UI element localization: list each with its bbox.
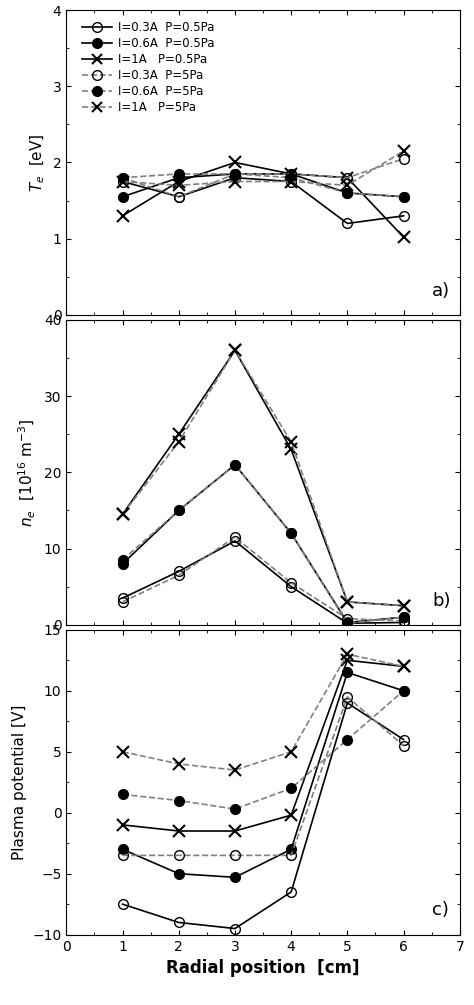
Y-axis label: $n_e$  [$10^{16}$ m$^{-3}$]: $n_e$ [$10^{16}$ m$^{-3}$] <box>17 418 38 527</box>
X-axis label: Radial position  [cm]: Radial position [cm] <box>166 959 360 977</box>
Y-axis label: $T_e$  [eV]: $T_e$ [eV] <box>28 134 47 192</box>
Y-axis label: Plasma potential [V]: Plasma potential [V] <box>12 705 27 860</box>
Text: b): b) <box>432 592 451 609</box>
Text: a): a) <box>432 281 450 299</box>
Legend: I=0.3A  P=0.5Pa, I=0.6A  P=0.5Pa, I=1A   P=0.5Pa, I=0.3A  P=5Pa, I=0.6A  P=5Pa, : I=0.3A P=0.5Pa, I=0.6A P=0.5Pa, I=1A P=0… <box>80 19 217 117</box>
Text: c): c) <box>432 901 449 920</box>
